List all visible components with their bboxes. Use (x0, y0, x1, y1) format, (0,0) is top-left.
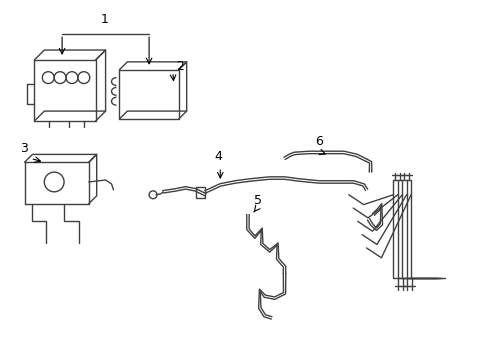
Text: 3: 3 (20, 143, 28, 156)
Text: 2: 2 (175, 60, 183, 73)
Text: 5: 5 (253, 194, 261, 207)
Text: 1: 1 (101, 13, 108, 26)
Text: 6: 6 (315, 135, 323, 148)
Text: 4: 4 (214, 150, 222, 163)
